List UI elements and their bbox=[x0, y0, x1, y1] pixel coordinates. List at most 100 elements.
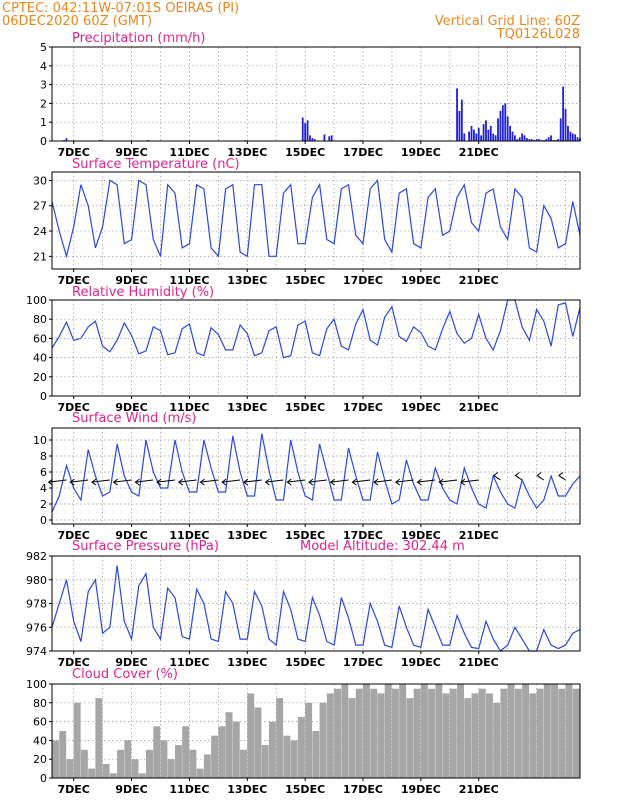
wind-arrow-shaft bbox=[460, 479, 479, 483]
wind-xtick-label: 21DEC bbox=[459, 529, 499, 542]
precip-bar bbox=[489, 125, 492, 141]
precip-bar bbox=[473, 129, 475, 141]
cloud-xtick-label: 7DEC bbox=[58, 783, 90, 796]
cloud-cloud-bar bbox=[59, 731, 67, 778]
wind-panel: Surface Wind (m/s) 0 2 4 6 8 10 7DEC 9DEC 11DEC 1… bbox=[33, 411, 581, 542]
header-left-line2: 06DEC2020 60Z (GMT) bbox=[2, 14, 152, 29]
pressure-xtick-label: 13DEC bbox=[227, 656, 267, 669]
wind-arrow-head bbox=[351, 478, 357, 486]
cloud-xtick-label: 15DEC bbox=[285, 783, 325, 796]
wind-series-line bbox=[51, 433, 581, 513]
cloud-cloud-bar bbox=[283, 735, 291, 778]
cloud-xtick-label: 9DEC bbox=[115, 783, 147, 796]
wind-xtick-label: 11DEC bbox=[169, 529, 209, 542]
cloud-xtick-label: 13DEC bbox=[227, 783, 267, 796]
wind-arrow-head bbox=[221, 478, 227, 486]
precip-xtick-label: 21DEC bbox=[459, 146, 499, 159]
pressure-series-line bbox=[51, 565, 581, 652]
pressure-xtick-label: 17DEC bbox=[343, 656, 383, 669]
wind-arrow-head bbox=[243, 478, 249, 486]
precip-bar bbox=[518, 137, 521, 141]
cloud-cloud-bar bbox=[442, 693, 450, 778]
cloud-cloud-bar bbox=[507, 684, 515, 778]
precip-xtick-label: 17DEC bbox=[343, 146, 383, 159]
pressure-ytick-label: 976 bbox=[26, 621, 47, 634]
header-right-line2: TQ0126L028 bbox=[496, 27, 580, 42]
precip-bar bbox=[304, 123, 307, 141]
precip-bar bbox=[516, 139, 519, 141]
precip-frame bbox=[51, 46, 581, 142]
precip-bar bbox=[328, 136, 331, 141]
humidity-title: Relative Humidity (%) bbox=[72, 285, 214, 300]
precipitation-title: Precipitation (mm/h) bbox=[72, 31, 205, 46]
cloud-ytick-label: 100 bbox=[26, 678, 47, 691]
precip-bar bbox=[456, 88, 458, 141]
pressure-title: Surface Pressure (hPa) bbox=[72, 539, 219, 554]
cloud-cloud-bar bbox=[297, 716, 305, 778]
precip-bar bbox=[564, 109, 567, 141]
precip-bar bbox=[528, 139, 531, 141]
humidity-ytick-label: 60 bbox=[33, 332, 47, 345]
pressure-xtick-label: 21DEC bbox=[459, 656, 499, 669]
humidity-ytick-label: 20 bbox=[33, 371, 47, 384]
cloud-cloud-bar bbox=[471, 693, 479, 778]
wind-title: Surface Wind (m/s) bbox=[72, 411, 196, 426]
temperature-xtick-label: 15DEC bbox=[285, 274, 325, 287]
wind-arrow-shaft bbox=[395, 479, 414, 483]
wind-arrow-head bbox=[286, 478, 292, 486]
cloud-cover-panel: Cloud Cover (%) 0 20 40 60 80 100 7DEC 9DEC 11DE… bbox=[26, 667, 581, 796]
precip-bar bbox=[574, 134, 577, 141]
cloud-cloud-bar bbox=[52, 740, 59, 778]
cloud-cloud-bar bbox=[225, 712, 233, 778]
precip-bar bbox=[480, 135, 483, 141]
precipitation-panel: Precipitation (mm/h) 0 1 2 3 4 5 7DEC 9DEC 11DEC… bbox=[40, 31, 581, 159]
wind-arrow-head bbox=[69, 478, 75, 486]
wind-arrow-shaft bbox=[113, 479, 132, 483]
precip-xtick-label: 19DEC bbox=[401, 146, 441, 159]
precip-bar bbox=[492, 133, 495, 141]
cloud-frame bbox=[51, 683, 581, 779]
precip-xtick-label: 13DEC bbox=[227, 146, 267, 159]
wind-xtick-label: 13DEC bbox=[227, 529, 267, 542]
pressure-xtick-label: 15DEC bbox=[285, 656, 325, 669]
precip-bar bbox=[313, 139, 316, 141]
precip-bar bbox=[482, 124, 485, 141]
wind-arrow-head bbox=[394, 478, 401, 486]
cloud-cloud-bar bbox=[363, 684, 370, 778]
precip-bar bbox=[477, 127, 480, 141]
precip-bar bbox=[557, 139, 560, 141]
cloud-cloud-bar bbox=[312, 731, 320, 778]
cloud-xtick-label: 11DEC bbox=[169, 783, 209, 796]
temperature-frame bbox=[51, 171, 581, 270]
pressure-ytick-label: 982 bbox=[26, 550, 47, 563]
cloud-ytick-label: 20 bbox=[33, 753, 47, 766]
humidity-xtick-label: 13DEC bbox=[227, 401, 267, 414]
temperature-xtick-label: 21DEC bbox=[459, 274, 499, 287]
cloud-ytick-label: 0 bbox=[40, 772, 47, 785]
precip-ytick-label: 5 bbox=[40, 41, 47, 54]
pressure-ytick-label: 980 bbox=[26, 574, 47, 587]
wind-arrow-shaft bbox=[91, 479, 110, 483]
precip-bar bbox=[509, 125, 511, 141]
cloud-cloud-bar bbox=[146, 749, 153, 778]
cloud-cloud-bar bbox=[102, 763, 110, 778]
precip-bar bbox=[567, 125, 569, 141]
cloud-cloud-bar bbox=[391, 688, 399, 778]
cloud-cloud-bar bbox=[153, 726, 161, 778]
wind-arrow-head bbox=[91, 478, 97, 486]
precip-bar bbox=[523, 135, 526, 141]
cloud-cloud-bar bbox=[276, 698, 284, 778]
cloud-cloud-bar bbox=[341, 684, 349, 778]
wind-xtick-label: 15DEC bbox=[285, 529, 325, 542]
wind-arrow-shaft bbox=[135, 479, 154, 483]
wind-arrow-shaft bbox=[157, 479, 176, 483]
precip-ytick-label: 3 bbox=[40, 79, 47, 92]
wind-ytick-label: 2 bbox=[40, 498, 47, 511]
cloud-cloud-bar bbox=[493, 702, 501, 778]
temperature-ytick-label: 21 bbox=[33, 250, 47, 263]
cloud-cloud-bar bbox=[377, 693, 385, 778]
cloud-cloud-bar bbox=[435, 684, 443, 778]
cloud-xtick-label: 21DEC bbox=[459, 783, 499, 796]
precip-ytick-label: 0 bbox=[40, 135, 47, 148]
